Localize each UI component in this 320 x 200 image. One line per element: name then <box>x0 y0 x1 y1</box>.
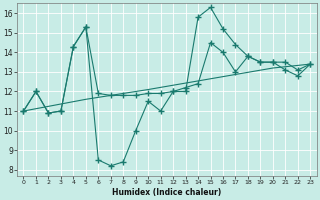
X-axis label: Humidex (Indice chaleur): Humidex (Indice chaleur) <box>112 188 221 197</box>
